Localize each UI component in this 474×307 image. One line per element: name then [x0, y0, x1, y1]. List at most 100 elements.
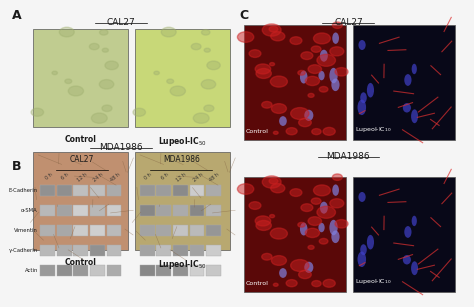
Bar	[135, 152, 230, 250]
Text: 0 h: 0 h	[44, 172, 53, 181]
Bar	[73, 245, 88, 256]
Bar	[140, 225, 155, 236]
Bar	[173, 265, 188, 276]
Ellipse shape	[357, 99, 366, 115]
Circle shape	[305, 76, 319, 86]
Ellipse shape	[319, 71, 325, 80]
Circle shape	[330, 199, 344, 208]
Text: CAL27: CAL27	[107, 18, 135, 27]
Text: MDA1986: MDA1986	[99, 143, 143, 152]
Ellipse shape	[331, 231, 339, 243]
Bar	[57, 225, 72, 236]
Ellipse shape	[411, 261, 418, 275]
Text: C: C	[239, 9, 248, 22]
Circle shape	[271, 184, 285, 193]
Text: 24 h: 24 h	[192, 172, 204, 183]
Ellipse shape	[404, 74, 411, 86]
Text: E-Cadherin: E-Cadherin	[9, 188, 38, 193]
Bar	[190, 205, 204, 216]
Circle shape	[100, 29, 108, 35]
Bar	[107, 265, 121, 276]
Ellipse shape	[367, 83, 374, 98]
Circle shape	[99, 80, 114, 89]
Circle shape	[332, 22, 342, 29]
Circle shape	[273, 131, 278, 134]
Circle shape	[272, 104, 286, 113]
Bar	[190, 265, 204, 276]
Circle shape	[262, 101, 272, 108]
Bar	[40, 225, 55, 236]
Text: CAL27: CAL27	[334, 18, 363, 27]
Circle shape	[335, 220, 348, 228]
Bar	[40, 265, 55, 276]
Text: γ-Cadherin: γ-Cadherin	[9, 248, 38, 253]
Circle shape	[311, 46, 321, 52]
Circle shape	[323, 127, 335, 135]
Circle shape	[335, 68, 348, 76]
Bar	[40, 205, 55, 216]
Circle shape	[262, 253, 272, 260]
Bar	[353, 177, 455, 292]
Bar	[107, 245, 121, 256]
Bar	[353, 25, 455, 140]
Bar	[206, 185, 221, 196]
Bar	[57, 185, 72, 196]
Circle shape	[298, 222, 305, 227]
Ellipse shape	[320, 50, 328, 62]
Circle shape	[133, 108, 146, 116]
Circle shape	[204, 105, 214, 111]
Bar	[73, 225, 88, 236]
Ellipse shape	[367, 235, 374, 250]
Circle shape	[301, 52, 313, 60]
Circle shape	[59, 27, 74, 37]
Ellipse shape	[279, 268, 287, 278]
Bar	[173, 225, 188, 236]
Circle shape	[270, 76, 287, 87]
Circle shape	[311, 198, 321, 204]
Circle shape	[286, 280, 297, 287]
Bar	[156, 265, 171, 276]
Bar	[90, 225, 105, 236]
Circle shape	[332, 174, 342, 181]
Bar	[135, 29, 230, 127]
Circle shape	[65, 79, 72, 84]
Bar	[57, 205, 72, 216]
Circle shape	[291, 259, 309, 271]
Circle shape	[301, 204, 313, 212]
Circle shape	[270, 228, 287, 239]
Text: B: B	[12, 160, 21, 173]
Text: Control: Control	[246, 129, 268, 134]
Circle shape	[270, 215, 274, 218]
Bar	[140, 185, 155, 196]
Ellipse shape	[403, 255, 411, 265]
Text: 48 h: 48 h	[209, 172, 220, 183]
Text: Lupeol-IC$_{50}$: Lupeol-IC$_{50}$	[158, 258, 207, 271]
Circle shape	[237, 32, 254, 42]
Ellipse shape	[357, 251, 366, 267]
Ellipse shape	[360, 92, 367, 103]
Bar	[73, 265, 88, 276]
Circle shape	[312, 281, 321, 287]
Circle shape	[308, 65, 321, 73]
Ellipse shape	[358, 192, 365, 202]
Circle shape	[170, 86, 185, 96]
Circle shape	[308, 217, 321, 225]
Circle shape	[272, 256, 286, 265]
Ellipse shape	[300, 223, 308, 235]
Bar	[73, 185, 88, 196]
Ellipse shape	[304, 110, 313, 121]
Text: 6 h: 6 h	[61, 172, 70, 181]
Bar	[140, 205, 155, 216]
Bar	[57, 265, 72, 276]
Circle shape	[323, 279, 335, 287]
Bar	[244, 177, 346, 292]
Bar	[40, 185, 55, 196]
Circle shape	[91, 113, 107, 123]
Bar	[107, 205, 121, 216]
Bar	[33, 29, 128, 127]
Text: Vimentin: Vimentin	[14, 228, 38, 233]
Text: CAL27: CAL27	[70, 155, 94, 164]
Circle shape	[298, 70, 305, 75]
Bar	[156, 245, 171, 256]
Circle shape	[256, 220, 271, 231]
